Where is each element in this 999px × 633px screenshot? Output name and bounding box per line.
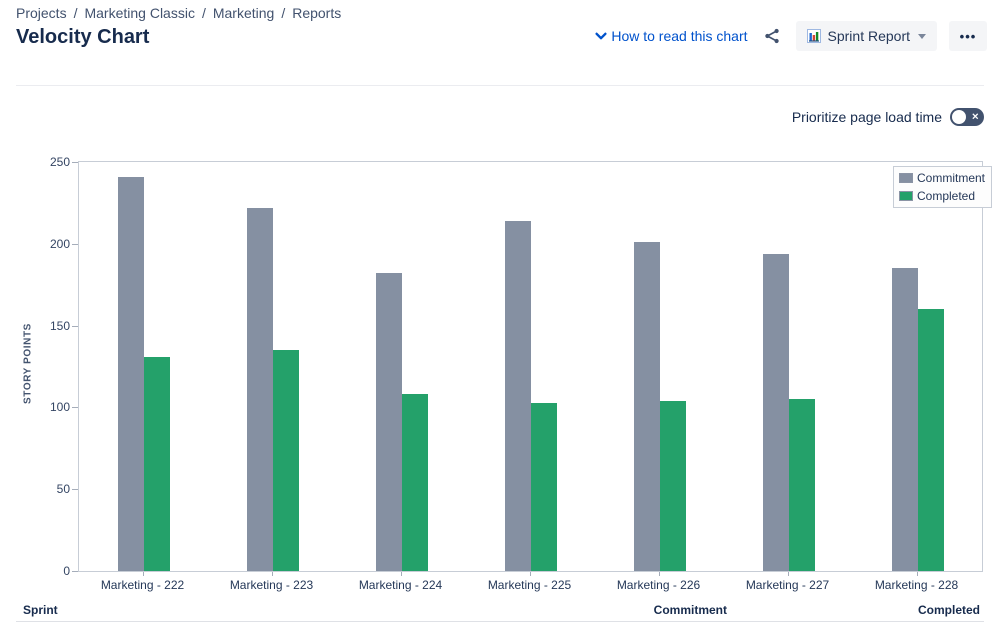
bar-commitment-marketing---228[interactable]: [891, 268, 918, 571]
legend-item-commitment: Commitment: [899, 171, 985, 185]
bar-commitment-marketing---224[interactable]: [375, 273, 402, 571]
y-axis-label: 200: [49, 236, 70, 251]
completed-swatch: [899, 191, 913, 201]
x-axis-tick: [142, 572, 144, 576]
page-title: Velocity Chart: [16, 26, 150, 48]
x-axis-label: Marketing - 227: [745, 578, 830, 592]
bar-chart-icon: [806, 29, 821, 43]
sprint-table-header: Sprint Commitment Completed: [0, 603, 999, 622]
prioritize-toggle-switch[interactable]: ✕: [950, 108, 984, 126]
bar-completed-marketing---223[interactable]: [272, 350, 299, 571]
header-actions: How to read this chart: [593, 21, 987, 51]
column-header-completed: Completed: [917, 603, 980, 617]
bar-completed-marketing---222[interactable]: [143, 356, 170, 571]
column-header-sprint: Sprint: [23, 603, 58, 617]
y-axis-label: 250: [49, 155, 70, 169]
bar-completed-marketing---227[interactable]: [788, 399, 815, 571]
x-axis-tick: [787, 572, 789, 576]
bar-commitment-marketing---227[interactable]: [762, 253, 789, 571]
bar-completed-marketing---224[interactable]: [401, 394, 428, 571]
breadcrumb-reports[interactable]: Reports: [292, 5, 342, 21]
x-axis-tick: [916, 572, 918, 576]
bar-commitment-marketing---223[interactable]: [246, 207, 273, 571]
x-axis-tick: [271, 572, 273, 576]
bar-commitment-marketing---225[interactable]: [504, 220, 531, 571]
y-axis-tick: [72, 325, 78, 327]
bar-completed-marketing---228[interactable]: [917, 309, 944, 571]
x-axis-label: Marketing - 223: [229, 578, 314, 592]
y-axis-label: 100: [49, 400, 70, 415]
breadcrumb-separator: /: [281, 5, 286, 21]
column-header-commitment: Commitment: [653, 603, 727, 617]
how-to-read-label: How to read this chart: [611, 28, 748, 44]
y-axis-label: 50: [56, 482, 70, 497]
legend-label-commitment: Commitment: [917, 171, 986, 185]
y-axis-tick: [72, 571, 78, 572]
caret-down-icon: [918, 33, 926, 39]
breadcrumb-separator: /: [201, 5, 206, 21]
bar-completed-marketing---225[interactable]: [530, 402, 557, 571]
sprint-report-dropdown[interactable]: Sprint Report: [795, 21, 937, 51]
y-axis-label: 0: [63, 564, 70, 578]
y-axis-tick: [72, 243, 78, 245]
table-header-divider: [16, 621, 984, 622]
x-axis-tick: [658, 572, 660, 576]
y-axis-tick: [72, 407, 78, 409]
breadcrumb-marketing[interactable]: Marketing: [212, 5, 275, 21]
x-axis-label: Marketing - 225: [487, 578, 572, 592]
y-axis-tick: [72, 162, 78, 163]
prioritize-toggle-row: Prioritize page load time ✕: [792, 108, 984, 126]
x-axis-label: Marketing - 222: [100, 578, 185, 592]
breadcrumb: Projects / Marketing Classic / Marketing…: [16, 5, 341, 21]
chart-legend: Commitment Completed: [893, 166, 993, 208]
breadcrumb-projects[interactable]: Projects: [16, 5, 67, 21]
bar-commitment-marketing---222[interactable]: [117, 176, 144, 571]
how-to-read-link[interactable]: How to read this chart: [593, 28, 748, 44]
prioritize-toggle-label: Prioritize page load time: [791, 109, 942, 125]
velocity-chart: STORY POINTS Marketing - 222 Marketing - …: [0, 140, 999, 600]
more-options-button[interactable]: •••: [949, 21, 987, 51]
toggle-knob: [952, 110, 966, 124]
bar-commitment-marketing---226[interactable]: [633, 242, 660, 571]
plot-area: [78, 161, 983, 572]
x-axis-label: Marketing - 228: [874, 578, 959, 592]
x-axis-label: Marketing - 226: [616, 578, 701, 592]
bar-completed-marketing---226[interactable]: [659, 400, 686, 571]
header-divider: [16, 85, 984, 86]
chevron-down-icon: [593, 28, 609, 44]
toggle-off-icon: ✕: [971, 111, 979, 122]
sprint-report-label: Sprint Report: [827, 28, 910, 44]
commitment-swatch: [899, 173, 913, 183]
y-axis-label: 150: [49, 318, 70, 333]
legend-item-completed: Completed: [899, 189, 985, 203]
x-axis-label: Marketing - 224: [358, 578, 443, 592]
x-axis-tick: [400, 572, 402, 576]
breadcrumb-separator: /: [73, 5, 78, 21]
breadcrumb-marketing-classic[interactable]: Marketing Classic: [84, 5, 195, 21]
x-axis-tick: [529, 572, 531, 576]
share-button[interactable]: [760, 24, 784, 48]
y-axis-tick: [72, 489, 78, 491]
legend-label-completed: Completed: [917, 189, 976, 203]
share-icon: [762, 26, 782, 46]
